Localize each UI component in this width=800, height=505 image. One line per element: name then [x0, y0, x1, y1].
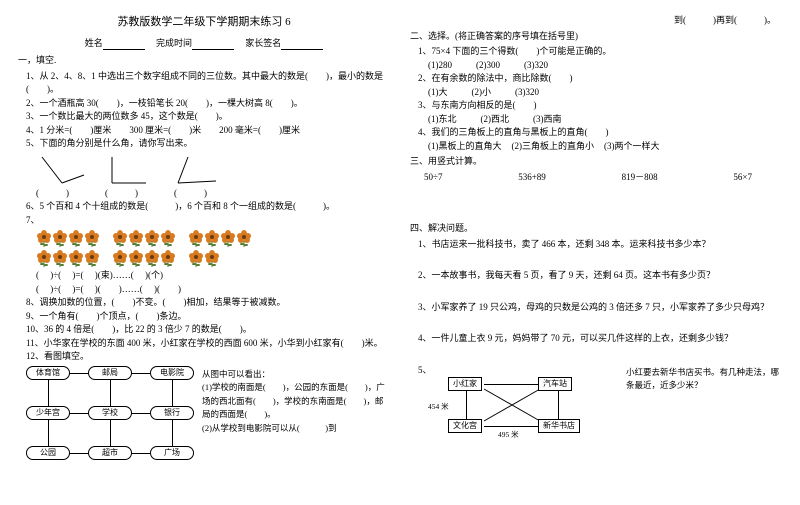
r2-opt1: (1)大 — [428, 86, 448, 100]
r2-opt3: (3)320 — [515, 86, 539, 100]
r4-opt3: (3)两个一样大 — [604, 140, 660, 154]
r4-opt1: (1)黑板上的直角大 — [428, 140, 502, 154]
q12-text-continued: 到( )再到( )。 — [410, 14, 782, 28]
calc-4: 56×7 — [733, 171, 752, 185]
calc-1: 50÷7 — [424, 171, 442, 185]
calc-2: 536+89 — [518, 171, 546, 185]
r2-options: (1)大 (2)小 (3)320 — [410, 86, 782, 100]
problem-3: 3、小军家养了 19 只公鸡，母鸡的只数是公鸡的 3 倍还多 7 只，小军家养了… — [410, 301, 782, 315]
q1: 1、从 2、4、8、1 中选出三个数字组成不同的三位数。其中最大的数是( )，最… — [18, 70, 390, 97]
name-line: 姓名 完成时间 家长签名 — [18, 37, 390, 51]
place-grid: 体育馆邮局电影院少年宫学校银行公园超市广场 — [26, 366, 196, 466]
problem-4: 4、一件儿童上衣 9 元，妈妈带了 70 元，可以买几件这样的上衣，还剩多少钱？ — [410, 332, 782, 346]
angle-3 — [174, 155, 222, 185]
r3-opt1: (1)东北 — [428, 113, 457, 127]
q12-label: 12、看图填空。 — [18, 350, 390, 364]
r3-options: (1)东北 (2)西北 (3)西南 — [410, 113, 782, 127]
q7-row1: ( )÷( )=( )(束)……( )(个) — [18, 269, 390, 283]
problem-2: 2、一本故事书，我每天看 5 页，看了 9 天，还剩 64 页。这本书有多少页？ — [410, 269, 782, 283]
label-name: 姓名 — [85, 38, 103, 48]
q5: 5、下面的角分别是什么角，请你写出来。 — [18, 137, 390, 151]
r1-options: (1)280 (2)300 (3)320 — [410, 59, 782, 73]
q12-text: 从图中可以看出：(1)学校的南面是( )，公园的东面是( )，广场的西北面有( … — [202, 364, 390, 466]
angle-figures — [18, 151, 390, 187]
q7-row2: ( )÷( )=( )( )……( )( ) — [18, 283, 390, 297]
r1-opt2: (2)300 — [476, 59, 500, 73]
q3: 3、一个数比最大的两位数多 45，这个数是( )。 — [18, 110, 390, 124]
r2: 2、在有余数的除法中，商比除数( ) — [410, 72, 782, 86]
q7-label: 7、 — [18, 214, 390, 228]
problem-1: 1、书店运来一批科技书，卖了 466 本，还剩 348 本。运来科技书多少本？ — [410, 238, 782, 252]
r3: 3、与东南方向相反的是( ) — [410, 99, 782, 113]
r1-opt3: (3)320 — [524, 59, 548, 73]
section-4-heading: 四、解决问题。 — [410, 222, 782, 236]
q4: 4、1 分米=( )厘米 300 厘米=( )米 200 毫米=( )厘米 — [18, 124, 390, 138]
problem-5-text: 小红要去新华书店买书。有几种走法，哪条最近，近多少米？ — [626, 364, 782, 393]
problem-5-label: 5、 — [418, 365, 432, 375]
q8: 8、调换加数的位置，( )不变。( )相加，结果等于被减数。 — [18, 296, 390, 310]
r4-opt2: (2)三角板上的直角小 — [512, 140, 595, 154]
q11: 11、小华家在学校的东面 400 米，小红家在学校的西面 600 米，小华到小红… — [18, 337, 390, 351]
label-time: 完成时间 — [156, 38, 192, 48]
flower-figure — [18, 227, 390, 269]
r1-opt1: (1)280 — [428, 59, 452, 73]
calc-row: 50÷7 536+89 819－808 56×7 — [410, 171, 782, 185]
q10: 10、36 的 4 倍是( )，比 22 的 3 倍少 7 的数是( )。 — [18, 323, 390, 337]
section-1-heading: 一，填空. — [18, 54, 390, 68]
section-2-heading: 二、选择。(将正确答案的序号填在括号里) — [410, 30, 782, 44]
r1: 1、75×4 下面的三个得数( )个可能是正确的。 — [410, 45, 782, 59]
q6: 6、5 个百和 4 个十组成的数是( )，6 个百和 8 个一组成的数是( )。 — [18, 200, 390, 214]
q2: 2、一个酒瓶高 30( )，一枝铅笔长 20( )，一棵大树高 8( )。 — [18, 97, 390, 111]
angle-2 — [106, 155, 154, 185]
r2-opt2: (2)小 — [472, 86, 492, 100]
r4-options: (1)黑板上的直角大 (2)三角板上的直角小 (3)两个一样大 — [410, 140, 782, 154]
angle-1 — [38, 155, 86, 185]
page-title: 苏教版数学二年级下学期期末练习 6 — [18, 14, 390, 31]
section-3-heading: 三、用竖式计算。 — [410, 155, 782, 169]
label-sign: 家长签名 — [245, 38, 281, 48]
r3-opt3: (3)西南 — [533, 113, 562, 127]
calc-3: 819－808 — [622, 171, 658, 185]
q5-diagram: 小红家汽车站文化宫新华书店454 米495 米 — [428, 377, 618, 439]
q9: 9、一个角有( )个顶点，( )条边。 — [18, 310, 390, 324]
r4: 4、我们的三角板上的直角与黑板上的直角( ) — [410, 126, 782, 140]
r3-opt2: (2)西北 — [481, 113, 510, 127]
angle-blanks: ( ) ( ) ( ) — [18, 187, 390, 201]
